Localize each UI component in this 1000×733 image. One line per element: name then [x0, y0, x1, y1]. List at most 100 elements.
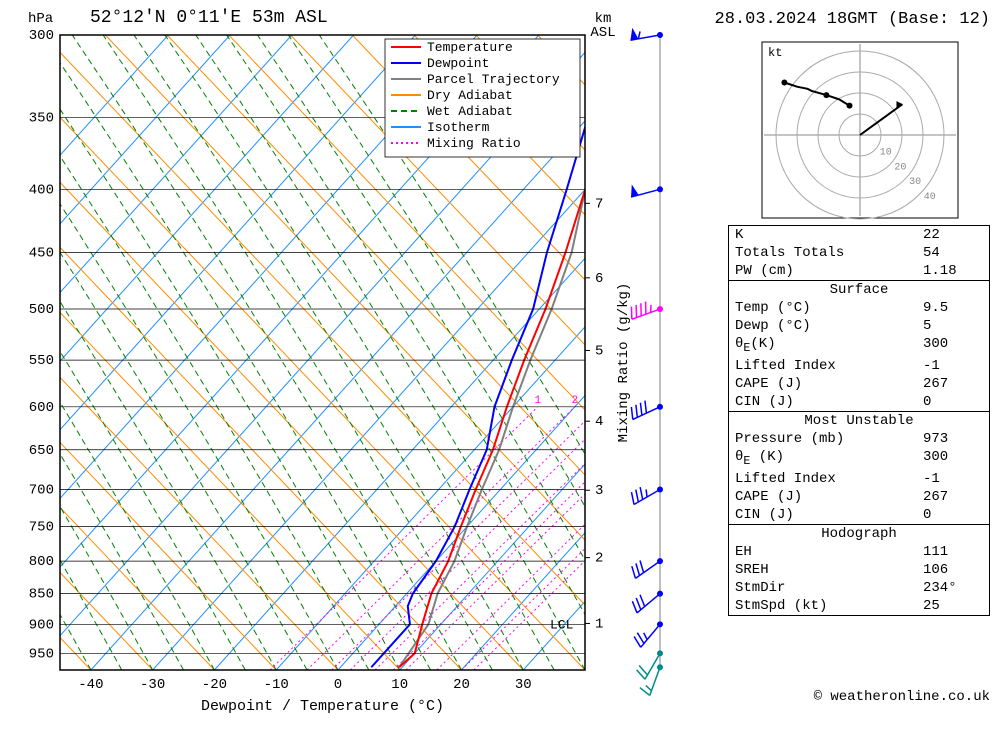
index-value: 0 [923, 506, 983, 524]
svg-text:600: 600 [29, 400, 54, 416]
datetime-label: 28.03.2024 18GMT (Base: 12) [715, 10, 990, 29]
index-label: StmDir [735, 579, 923, 597]
svg-text:30: 30 [909, 177, 921, 188]
svg-text:52°12'N 0°11'E 53m ASL: 52°12'N 0°11'E 53m ASL [90, 8, 328, 28]
index-row: Lifted Index-1 [729, 470, 989, 488]
index-value: 9.5 [923, 299, 983, 317]
svg-text:550: 550 [29, 353, 54, 369]
svg-text:20: 20 [453, 677, 470, 693]
svg-text:400: 400 [29, 182, 54, 198]
index-value: 1.18 [923, 262, 983, 280]
index-row: Pressure (mb)973 [729, 430, 989, 448]
index-label: K [735, 226, 923, 244]
index-value: 22 [923, 226, 983, 244]
index-value: 54 [923, 244, 983, 262]
index-row: CAPE (J)267 [729, 488, 989, 506]
svg-text:10: 10 [880, 148, 892, 159]
svg-text:5: 5 [595, 343, 603, 359]
svg-text:4: 4 [595, 414, 603, 430]
svg-text:Temperature: Temperature [427, 40, 513, 55]
svg-text:2: 2 [571, 395, 578, 407]
index-label: EH [735, 543, 923, 561]
svg-text:-10: -10 [264, 677, 289, 693]
index-value: 300 [923, 335, 983, 357]
svg-text:950: 950 [29, 646, 54, 662]
svg-text:2: 2 [595, 551, 603, 567]
svg-text:3: 3 [596, 395, 603, 407]
index-row: CAPE (J)267 [729, 375, 989, 393]
index-label: Dewp (°C) [735, 317, 923, 335]
index-label: θE (K) [735, 448, 923, 470]
svg-text:20: 20 [894, 162, 906, 173]
index-label: CAPE (J) [735, 488, 923, 506]
indices-table: K22Totals Totals54PW (cm)1.18SurfaceTemp… [728, 225, 990, 616]
index-row: Totals Totals54 [729, 244, 989, 262]
skewt-chart: 1234681015202530035040045050055060065070… [0, 0, 720, 733]
svg-text:-20: -20 [202, 677, 227, 693]
svg-text:700: 700 [29, 483, 54, 499]
index-row: θE (K)300 [729, 448, 989, 470]
svg-text:750: 750 [29, 520, 54, 536]
index-row: θE(K)300 [729, 335, 989, 357]
index-label: CIN (J) [735, 393, 923, 411]
svg-text:900: 900 [29, 617, 54, 633]
svg-text:10: 10 [391, 677, 408, 693]
index-row: Temp (°C)9.5 [729, 299, 989, 317]
index-value: 106 [923, 561, 983, 579]
svg-text:6: 6 [595, 271, 603, 287]
svg-text:1: 1 [595, 616, 603, 632]
index-value: 5 [923, 317, 983, 335]
index-value: -1 [923, 357, 983, 375]
svg-text:3: 3 [595, 483, 603, 499]
svg-text:850: 850 [29, 587, 54, 603]
index-label: Lifted Index [735, 357, 923, 375]
section-header: Most Unstable [729, 411, 989, 430]
index-label: SREH [735, 561, 923, 579]
svg-text:0: 0 [334, 677, 342, 693]
svg-text:7: 7 [595, 196, 603, 212]
index-row: K22 [729, 226, 989, 244]
svg-text:Dewpoint: Dewpoint [427, 56, 489, 71]
svg-text:-30: -30 [140, 677, 165, 693]
svg-text:Dry Adiabat: Dry Adiabat [427, 88, 513, 103]
index-value: 0 [923, 393, 983, 411]
svg-text:LCL: LCL [550, 617, 573, 632]
svg-text:hPa: hPa [28, 11, 53, 27]
svg-text:650: 650 [29, 443, 54, 459]
index-label: Temp (°C) [735, 299, 923, 317]
index-label: Pressure (mb) [735, 430, 923, 448]
index-label: CAPE (J) [735, 375, 923, 393]
section-header: Hodograph [729, 524, 989, 543]
copyright-label: © weatheronline.co.uk [814, 689, 990, 705]
index-row: PW (cm)1.18 [729, 262, 989, 280]
index-row: CIN (J)0 [729, 506, 989, 524]
index-label: Lifted Index [735, 470, 923, 488]
section-header: Surface [729, 280, 989, 299]
index-label: Totals Totals [735, 244, 923, 262]
svg-text:350: 350 [29, 111, 54, 127]
index-value: 25 [923, 597, 983, 615]
svg-text:Isotherm: Isotherm [427, 120, 490, 135]
svg-text:800: 800 [29, 554, 54, 570]
svg-text:10: 10 [667, 395, 680, 407]
svg-text:300: 300 [29, 28, 54, 44]
index-value: 973 [923, 430, 983, 448]
svg-text:Mixing Ratio (g/kg): Mixing Ratio (g/kg) [616, 283, 632, 443]
svg-text:30: 30 [515, 677, 532, 693]
svg-text:1: 1 [534, 395, 541, 407]
index-value: 234° [923, 579, 983, 597]
index-row: EH111 [729, 543, 989, 561]
index-value: 267 [923, 375, 983, 393]
svg-text:450: 450 [29, 246, 54, 262]
index-value: 111 [923, 543, 983, 561]
index-row: Dewp (°C)5 [729, 317, 989, 335]
svg-text:ASL: ASL [590, 25, 615, 41]
svg-text:Mixing Ratio: Mixing Ratio [427, 136, 521, 151]
index-label: StmSpd (kt) [735, 597, 923, 615]
svg-text:-40: -40 [78, 677, 103, 693]
index-value: 300 [923, 448, 983, 470]
index-row: CIN (J)0 [729, 393, 989, 411]
index-label: PW (cm) [735, 262, 923, 280]
svg-text:500: 500 [29, 302, 54, 318]
index-label: CIN (J) [735, 506, 923, 524]
